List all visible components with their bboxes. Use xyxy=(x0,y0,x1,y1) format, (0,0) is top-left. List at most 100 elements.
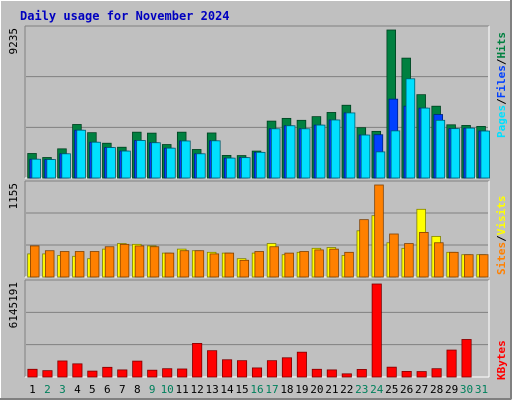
bar-sites-day-3 xyxy=(59,251,70,278)
bar-pages-day-8 xyxy=(136,140,146,179)
x-tick-label: 26 xyxy=(400,383,413,396)
bar-sites-day-22 xyxy=(344,251,354,278)
bar-sites-day-31 xyxy=(479,254,489,278)
x-tick-label: 4 xyxy=(74,383,81,396)
bar-kbytes-day-22 xyxy=(341,373,352,378)
bar-pages-day-22 xyxy=(345,112,356,179)
bar-kbytes-day-4 xyxy=(72,363,83,378)
bar-pages-day-13 xyxy=(211,140,221,179)
bar-pages-day-10 xyxy=(166,147,176,179)
bar-pages-day-23 xyxy=(360,134,371,179)
bar-pages-day-16 xyxy=(255,151,266,179)
side-label-part: / xyxy=(495,235,508,242)
x-tick-label: 1 xyxy=(29,383,36,396)
bar-sites-day-29 xyxy=(449,251,459,278)
side-label-part: Pages xyxy=(495,105,508,138)
bar-kbytes-day-11 xyxy=(177,368,188,378)
x-tick-label: 9 xyxy=(149,383,156,396)
x-tick-label: 24 xyxy=(370,383,384,396)
bar-sites-day-27 xyxy=(419,231,429,278)
bar-pages-day-30 xyxy=(465,127,476,179)
bar-pages-day-24 xyxy=(375,151,386,179)
bar-sites-day-6 xyxy=(104,246,115,278)
bar-kbytes-day-6 xyxy=(102,366,113,378)
x-tick-label: 28 xyxy=(430,383,443,396)
x-tick-label: 30 xyxy=(460,383,473,396)
bar-sites-day-7 xyxy=(119,243,130,278)
bar-kbytes-day-1 xyxy=(27,368,38,378)
bar-sites-day-11 xyxy=(179,250,190,278)
x-tick-label: 10 xyxy=(161,383,174,396)
bar-kbytes-day-24 xyxy=(371,283,382,378)
bar-pages-day-14 xyxy=(226,157,236,179)
x-tick-label: 29 xyxy=(445,383,458,396)
bar-sites-day-4 xyxy=(74,251,85,278)
bar-sites-day-18 xyxy=(284,252,294,278)
bar-sites-day-17 xyxy=(269,246,279,278)
bar-pages-day-25 xyxy=(390,130,401,179)
bar-sites-day-14 xyxy=(224,252,235,278)
x-tick-label: 8 xyxy=(134,383,141,396)
bar-kbytes-day-8 xyxy=(132,360,143,378)
y-max-label: 9235 xyxy=(7,28,20,55)
x-tick-label: 6 xyxy=(104,383,111,396)
bar-kbytes-day-27 xyxy=(416,371,427,378)
side-label-part: / xyxy=(495,98,508,105)
bar-pages-day-26 xyxy=(405,78,416,179)
bar-sites-day-5 xyxy=(89,251,100,278)
x-tick-label: 5 xyxy=(89,383,96,396)
bar-pages-day-21 xyxy=(330,119,341,179)
bar-pages-day-12 xyxy=(196,153,206,179)
side-label-part: KBytes xyxy=(495,340,508,380)
bar-sites-day-21 xyxy=(329,248,339,278)
bar-sites-day-12 xyxy=(194,250,205,278)
bar-sites-day-2 xyxy=(44,250,55,278)
bar-kbytes-day-14 xyxy=(222,359,233,378)
bar-sites-day-25 xyxy=(389,233,399,278)
bar-sites-day-30 xyxy=(464,254,474,278)
bar-kbytes-day-2 xyxy=(42,370,53,378)
chart-title: Daily usage for November 2024 xyxy=(20,9,230,23)
bar-kbytes-day-23 xyxy=(356,369,367,378)
chart-panels: 9235 1155 6145191 xyxy=(7,25,491,378)
bar-pages-day-31 xyxy=(480,130,491,179)
bar-kbytes-day-3 xyxy=(57,360,68,378)
panel-kbytes: 6145191 xyxy=(7,279,490,378)
bar-sites-day-1 xyxy=(29,245,40,278)
x-tick-label: 23 xyxy=(355,383,368,396)
y-max-label: 1155 xyxy=(7,183,20,210)
panel-visits-sites: 1155 xyxy=(7,180,490,278)
side-label-bottom: KBytes xyxy=(495,340,508,380)
side-label-part: Hits xyxy=(495,32,508,59)
x-tick-label: 21 xyxy=(325,383,338,396)
bar-pages-day-15 xyxy=(241,157,251,179)
side-label-part: / xyxy=(495,58,508,65)
bar-sites-day-28 xyxy=(434,242,444,278)
bar-kbytes-day-7 xyxy=(117,369,128,378)
x-tick-label: 16 xyxy=(250,383,263,396)
bar-sites-day-26 xyxy=(404,243,414,278)
bar-pages-day-18 xyxy=(285,125,296,179)
bar-kbytes-day-13 xyxy=(207,350,218,378)
bar-kbytes-day-9 xyxy=(147,369,158,378)
bar-sites-day-20 xyxy=(314,249,324,278)
bar-kbytes-day-12 xyxy=(192,342,203,378)
bar-pages-day-29 xyxy=(450,128,461,179)
x-tick-label: 18 xyxy=(280,383,293,396)
bar-kbytes-day-5 xyxy=(87,370,98,378)
x-tick-label: 14 xyxy=(220,383,234,396)
x-tick-label: 11 xyxy=(176,383,189,396)
bar-pages-day-19 xyxy=(300,128,311,179)
bar-sites-day-23 xyxy=(359,219,369,278)
bar-pages-day-20 xyxy=(315,124,326,179)
bar-sites-day-8 xyxy=(134,245,145,278)
bar-kbytes-day-29 xyxy=(446,349,457,378)
x-tick-label: 22 xyxy=(340,383,353,396)
panel-hits-files-pages: 9235 xyxy=(7,25,491,179)
bar-pages-day-9 xyxy=(151,142,161,179)
bar-sites-day-9 xyxy=(149,246,160,278)
bar-pages-day-2 xyxy=(46,159,56,179)
x-axis-labels: 1 2 3 4 5 6 7 8 9 10 11 12 13 14 15 16 17 18 19 20 21 22 23 24 2… xyxy=(29,383,488,396)
bar-kbytes-day-26 xyxy=(401,370,412,378)
